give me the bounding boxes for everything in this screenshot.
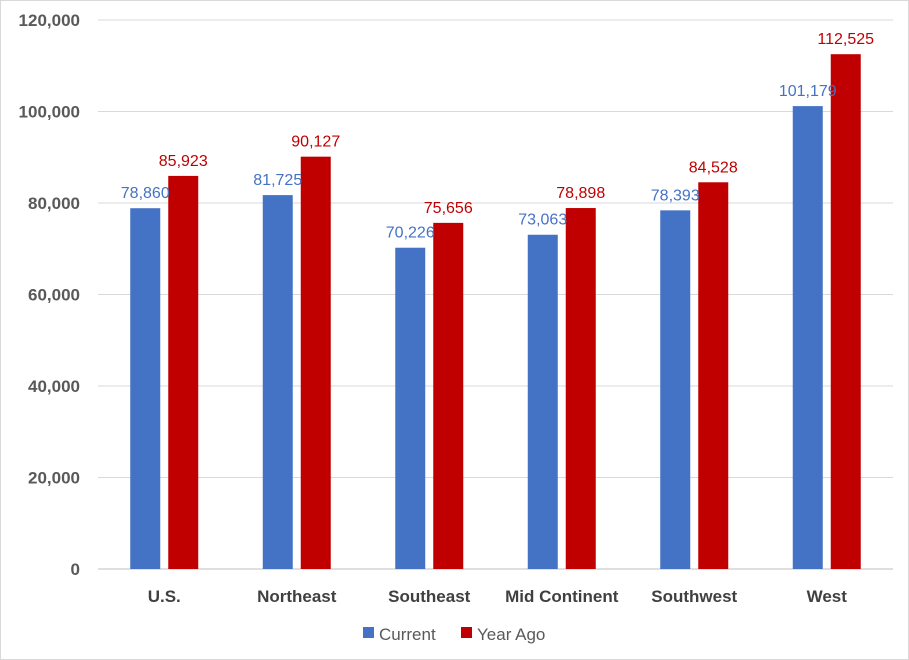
- y-tick-label: 40,000: [28, 377, 80, 396]
- y-tick-label: 100,000: [19, 103, 80, 122]
- gridlines: [98, 19, 893, 570]
- data-label-current: 81,725: [253, 172, 302, 189]
- x-tick-label: Mid Continent: [505, 587, 619, 606]
- bar-current-5: [792, 106, 823, 569]
- data-labels: 78,860 85,923 81,725 90,127 70,226 75,656 73,0…: [121, 31, 874, 242]
- legend-swatch-current: [363, 627, 374, 638]
- bar-current-3: [527, 234, 558, 570]
- y-tick-label: 0: [71, 560, 80, 579]
- data-label-year-ago: 112,525: [817, 31, 874, 48]
- legend: Current Year Ago: [363, 625, 545, 644]
- data-label-year-ago: 85,923: [159, 153, 208, 170]
- bar-year-ago-4: [698, 182, 729, 569]
- data-label-current: 78,393: [651, 187, 700, 204]
- x-tick-label: Northeast: [257, 587, 337, 606]
- x-tick-label: Southwest: [651, 587, 737, 606]
- bar-year-ago-0: [168, 175, 199, 569]
- bar-current-0: [130, 208, 161, 569]
- bar-current-4: [660, 210, 691, 569]
- data-label-year-ago: 75,656: [424, 200, 473, 217]
- bar-year-ago-1: [300, 156, 331, 569]
- bars: [130, 54, 861, 570]
- y-tick-label: 120,000: [19, 11, 80, 30]
- y-tick-label: 60,000: [28, 286, 80, 305]
- data-label-current: 70,226: [386, 225, 435, 242]
- bar-current-1: [262, 195, 293, 569]
- bar-current-2: [395, 247, 426, 569]
- legend-label-year-ago: Year Ago: [477, 625, 545, 644]
- y-tick-label: 80,000: [28, 194, 80, 213]
- data-label-current: 78,860: [121, 185, 170, 202]
- bar-year-ago-5: [830, 54, 861, 570]
- x-axis-categories: U.S. Northeast Southeast Mid Continent South…: [148, 587, 848, 606]
- bar-year-ago-3: [565, 208, 596, 569]
- legend-label-current: Current: [379, 625, 436, 644]
- data-label-year-ago: 90,127: [291, 134, 340, 151]
- legend-swatch-year-ago: [461, 627, 472, 638]
- y-tick-label: 20,000: [28, 469, 80, 488]
- data-label-year-ago: 78,898: [556, 185, 605, 202]
- data-label-year-ago: 84,528: [689, 159, 738, 176]
- data-label-current: 101,179: [779, 83, 837, 100]
- x-tick-label: Southeast: [388, 587, 471, 606]
- x-tick-label: U.S.: [148, 587, 181, 606]
- data-label-current: 73,063: [518, 212, 567, 229]
- y-axis-ticks: 0 20,000 40,000 60,000 80,000 100,000 120,000: [19, 11, 80, 579]
- bar-year-ago-2: [433, 222, 464, 570]
- x-tick-label: West: [807, 587, 848, 606]
